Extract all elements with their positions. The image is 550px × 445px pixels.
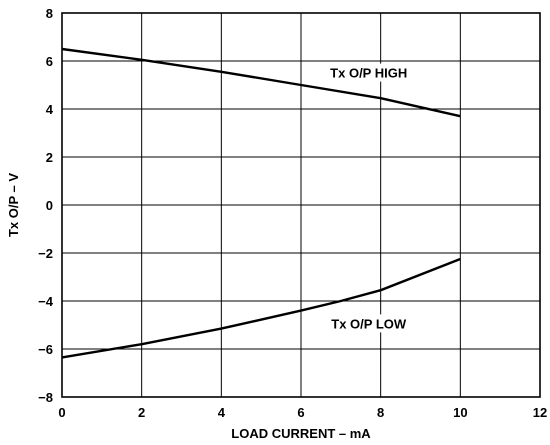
series-label-tx-op-low: Tx O/P LOW xyxy=(331,316,407,331)
y-axis-title: Tx O/P – V xyxy=(6,173,21,237)
series-lines xyxy=(61,47,461,359)
series-label-background xyxy=(309,63,428,82)
series-label-tx-op-high: Tx O/P HIGH xyxy=(330,66,407,81)
plot-frame xyxy=(61,12,541,398)
x-tick-label: 6 xyxy=(297,405,304,420)
series-labels: Tx O/P HIGH Tx O/P LOW xyxy=(309,63,428,333)
x-tick-label: 12 xyxy=(533,405,547,420)
series-line-tx-op-high xyxy=(61,47,461,118)
x-tick-label: 10 xyxy=(453,405,467,420)
y-tick-label: 0 xyxy=(46,198,53,213)
y-tick-label: 2 xyxy=(46,150,53,165)
y-tick-label: −2 xyxy=(38,246,53,261)
y-tick-label: −8 xyxy=(38,390,53,405)
x-tick-label: 0 xyxy=(58,405,65,420)
series-label-background xyxy=(309,314,428,333)
y-tick-label: −4 xyxy=(38,294,54,309)
x-tick-label: 4 xyxy=(218,405,226,420)
y-tick-label: 4 xyxy=(46,102,54,117)
x-tick-label: 8 xyxy=(377,405,384,420)
tick-labels: 0 2 4 6 8 10 12 8 6 4 2 0 −2 −4 −6 −8 xyxy=(38,6,547,420)
y-tick-label: −6 xyxy=(38,342,53,357)
series-line-tx-op-low xyxy=(61,257,461,359)
x-axis-title: LOAD CURRENT – mA xyxy=(231,426,371,441)
x-tick-label: 2 xyxy=(138,405,145,420)
grid xyxy=(61,12,541,398)
y-tick-label: 6 xyxy=(46,54,53,69)
y-tick-label: 8 xyxy=(46,6,53,21)
